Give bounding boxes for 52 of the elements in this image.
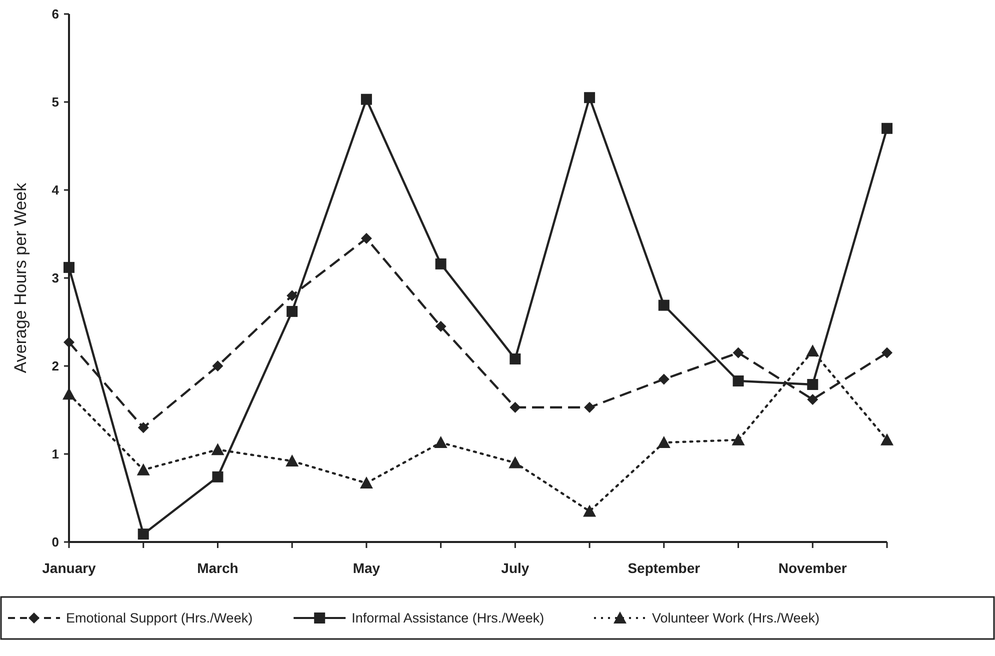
point bbox=[360, 94, 372, 105]
point bbox=[212, 471, 224, 482]
y-tick-label: 3 bbox=[52, 270, 59, 286]
point bbox=[807, 394, 818, 405]
point bbox=[732, 433, 745, 446]
x-tick-label: March bbox=[197, 560, 238, 576]
legend-label: Informal Assistance (Hrs./Week) bbox=[352, 610, 544, 626]
x-tick-label: January bbox=[42, 560, 96, 576]
x-tick-label: May bbox=[352, 560, 380, 576]
legend-label: Emotional Support (Hrs./Week) bbox=[66, 610, 253, 626]
point bbox=[882, 347, 892, 358]
point bbox=[882, 122, 892, 134]
point bbox=[435, 320, 446, 332]
y-tick-label: 5 bbox=[52, 94, 59, 110]
point bbox=[508, 456, 522, 468]
point bbox=[880, 433, 894, 446]
point bbox=[807, 378, 818, 390]
point bbox=[732, 347, 744, 358]
point bbox=[136, 463, 150, 476]
y-tick-label: 2 bbox=[52, 358, 59, 374]
point bbox=[360, 232, 372, 244]
point bbox=[658, 374, 670, 385]
x-tick-label: November bbox=[778, 560, 848, 576]
y-tick-label: 1 bbox=[52, 446, 59, 462]
point bbox=[286, 454, 299, 467]
x-tick-label: September bbox=[628, 560, 701, 576]
point bbox=[212, 360, 224, 372]
point bbox=[510, 402, 521, 413]
x-tick-label: July bbox=[501, 560, 530, 576]
point bbox=[584, 92, 596, 104]
point bbox=[732, 375, 744, 386]
point bbox=[434, 436, 448, 448]
legend-label: Volunteer Work (Hrs./Week) bbox=[652, 610, 820, 626]
point bbox=[583, 504, 596, 517]
point bbox=[657, 436, 670, 448]
point bbox=[510, 353, 521, 364]
point bbox=[658, 300, 670, 311]
point bbox=[286, 290, 298, 302]
point bbox=[806, 344, 820, 357]
point bbox=[64, 262, 74, 273]
point bbox=[64, 336, 74, 348]
point bbox=[138, 528, 149, 540]
y-tick-label: 6 bbox=[52, 6, 59, 22]
point bbox=[138, 422, 149, 434]
point bbox=[584, 402, 596, 413]
y-tick-label: 0 bbox=[52, 534, 59, 550]
y-tick-label: 4 bbox=[52, 182, 60, 198]
point bbox=[435, 258, 446, 270]
point bbox=[286, 306, 298, 317]
point bbox=[360, 476, 373, 489]
point bbox=[211, 443, 224, 456]
y-axis-title: Average Hours per Week bbox=[11, 182, 30, 374]
